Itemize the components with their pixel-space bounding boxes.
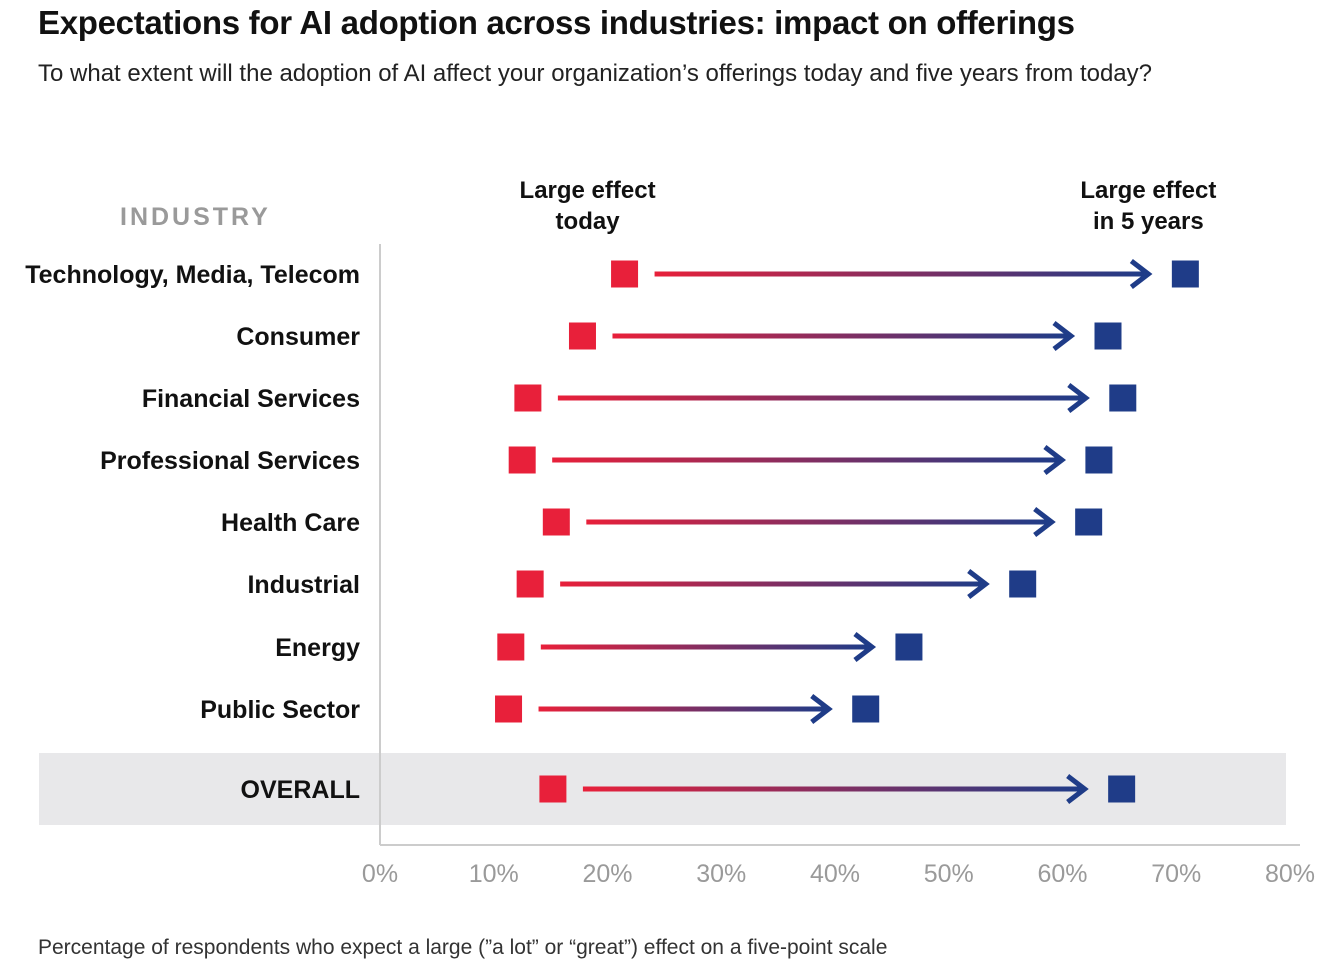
change-arrow (654, 259, 1153, 289)
today-marker (542, 508, 570, 536)
series-label-today: Large effect (520, 177, 656, 204)
change-arrow (538, 694, 833, 724)
change-arrow (560, 569, 990, 599)
row-header: INDUSTRY (120, 203, 271, 231)
change-arrow (612, 321, 1076, 351)
category-label: Professional Services (100, 447, 360, 475)
change-arrow (582, 774, 1089, 804)
series-label-five-years: in 5 years (1093, 208, 1204, 235)
change-arrow (540, 632, 877, 662)
today-marker (508, 446, 536, 474)
x-tick-label: 60% (1037, 860, 1087, 888)
category-label: Technology, Media, Telecom (25, 261, 360, 289)
today-marker (568, 322, 596, 350)
category-label: Energy (275, 634, 360, 662)
today-marker (514, 384, 542, 412)
change-arrow (586, 507, 1056, 537)
today-marker (495, 695, 523, 723)
five-year-marker (1075, 508, 1103, 536)
five-year-marker (1109, 384, 1137, 412)
x-tick-label: 40% (810, 860, 860, 888)
category-label: Public Sector (200, 696, 360, 724)
five-year-marker (1094, 322, 1122, 350)
x-tick-label: 80% (1265, 860, 1315, 888)
series-label-five-years: Large effect (1080, 177, 1216, 204)
five-year-marker (1085, 446, 1113, 474)
x-tick-label: 10% (469, 860, 519, 888)
five-year-marker (1108, 775, 1136, 803)
chart-title: Expectations for AI adoption across indu… (38, 4, 1075, 41)
series-label-today: today (556, 208, 621, 235)
x-tick-label: 70% (1151, 860, 1201, 888)
chart-subtitle: To what extent will the adoption of AI a… (38, 60, 1152, 87)
category-label: OVERALL (241, 776, 360, 804)
category-label: Financial Services (142, 385, 360, 413)
x-tick-label: 50% (924, 860, 974, 888)
today-marker (497, 633, 525, 661)
today-marker (539, 775, 567, 803)
five-year-marker (1171, 260, 1199, 288)
five-year-marker (852, 695, 880, 723)
change-arrow (557, 383, 1090, 413)
category-label: Industrial (247, 571, 360, 599)
five-year-marker (895, 633, 923, 661)
change-arrow (552, 445, 1067, 475)
chart-footnote: Percentage of respondents who expect a l… (38, 936, 888, 959)
category-label: Consumer (236, 323, 360, 351)
category-label: Health Care (221, 509, 360, 537)
x-tick-label: 0% (362, 860, 398, 888)
five-year-marker (1009, 570, 1037, 598)
today-marker (516, 570, 544, 598)
x-tick-label: 20% (582, 860, 632, 888)
today-marker (611, 260, 639, 288)
x-tick-label: 30% (696, 860, 746, 888)
